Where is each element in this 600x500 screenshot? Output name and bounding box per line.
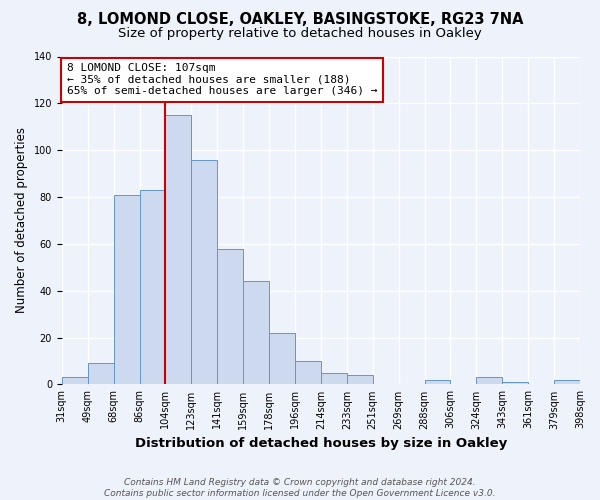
X-axis label: Distribution of detached houses by size in Oakley: Distribution of detached houses by size …	[135, 437, 507, 450]
Text: 8, LOMOND CLOSE, OAKLEY, BASINGSTOKE, RG23 7NA: 8, LOMOND CLOSE, OAKLEY, BASINGSTOKE, RG…	[77, 12, 523, 28]
Bar	[321, 372, 347, 384]
Bar	[243, 282, 269, 385]
Text: 8 LOMOND CLOSE: 107sqm
← 35% of detached houses are smaller (188)
65% of semi-de: 8 LOMOND CLOSE: 107sqm ← 35% of detached…	[67, 63, 377, 96]
Text: Size of property relative to detached houses in Oakley: Size of property relative to detached ho…	[118, 28, 482, 40]
Bar	[140, 190, 166, 384]
Bar	[62, 378, 88, 384]
Bar	[425, 380, 451, 384]
Bar	[166, 115, 191, 384]
Bar	[295, 361, 321, 384]
Bar	[269, 333, 295, 384]
Text: Contains HM Land Registry data © Crown copyright and database right 2024.
Contai: Contains HM Land Registry data © Crown c…	[104, 478, 496, 498]
Bar	[476, 378, 502, 384]
Bar	[502, 382, 528, 384]
Y-axis label: Number of detached properties: Number of detached properties	[15, 128, 28, 314]
Bar	[554, 380, 580, 384]
Bar	[217, 248, 243, 384]
Bar	[191, 160, 217, 384]
Bar	[88, 364, 113, 384]
Bar	[347, 375, 373, 384]
Bar	[113, 194, 140, 384]
